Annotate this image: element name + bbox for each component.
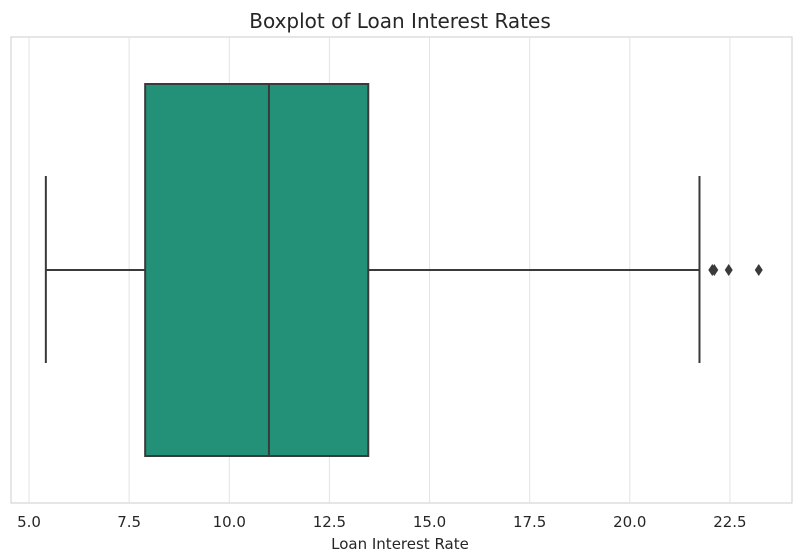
- x-axis-label: Loan Interest Rate: [331, 535, 469, 553]
- x-tick-label: 22.5: [713, 513, 746, 531]
- x-tick-label: 5.0: [17, 513, 41, 531]
- x-tick-label: 12.5: [313, 513, 346, 531]
- x-tick-label: 17.5: [513, 513, 546, 531]
- outlier-point: [710, 264, 719, 276]
- x-axis-ticks: 5.0 7.5 10.0 12.5 15.0 17.5 20.0 22.5: [17, 513, 747, 531]
- x-tick-label: 7.5: [117, 513, 141, 531]
- chart-title: Boxplot of Loan Interest Rates: [249, 9, 551, 33]
- outlier-point: [754, 264, 763, 276]
- interquartile-box: [144, 83, 370, 457]
- x-tick-label: 20.0: [613, 513, 646, 531]
- box-group: [44, 83, 763, 457]
- x-tick-label: 10.0: [213, 513, 246, 531]
- x-tick-label: 15.0: [413, 513, 446, 531]
- outlier-point: [724, 264, 733, 276]
